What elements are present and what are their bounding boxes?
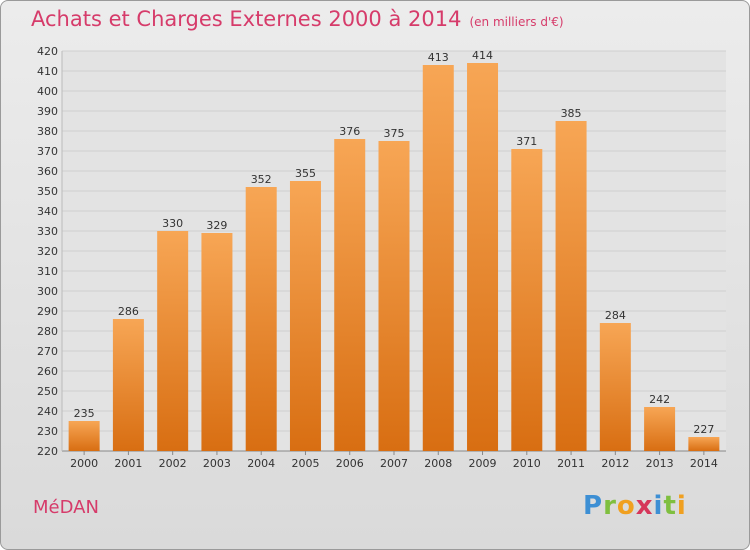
- x-tick-label: 2014: [690, 457, 718, 470]
- y-tick-label: 330: [37, 225, 58, 238]
- x-tick-label: 2002: [159, 457, 187, 470]
- x-tick-label: 2003: [203, 457, 231, 470]
- value-label: 235: [74, 407, 95, 420]
- x-tick-label: 2008: [424, 457, 452, 470]
- y-tick-label: 250: [37, 385, 58, 398]
- bar-2009: [467, 63, 499, 451]
- value-label: 385: [561, 107, 582, 120]
- y-tick-label: 320: [37, 245, 58, 258]
- value-labels: 235 286 330 329 352 355 376 375 413 414 371 385 284 2…: [74, 49, 715, 436]
- bar-2007: [378, 141, 410, 451]
- y-tick-label: 220: [37, 445, 58, 458]
- y-tick-label: 280: [37, 325, 58, 338]
- bar-2004: [245, 187, 277, 451]
- y-tick-label: 290: [37, 305, 58, 318]
- x-tick-label: 2005: [291, 457, 319, 470]
- x-tick-label: 2011: [557, 457, 585, 470]
- bar-2002: [157, 231, 189, 451]
- logo-letter: i: [653, 491, 664, 521]
- bar-2008: [422, 65, 454, 451]
- proxiti-logo[interactable]: Proxiti: [583, 491, 687, 521]
- bar-2000: [68, 421, 100, 451]
- x-axis-labels: 2000 2001 2002 2003 2004 2005 2006 2007 2008 2009…: [70, 457, 718, 470]
- logo-letter: o: [616, 491, 636, 521]
- x-tick-label: 2012: [601, 457, 629, 470]
- bar-2014: [688, 437, 720, 451]
- title-area: Achats et Charges Externes 2000 à 2014 (e…: [31, 7, 564, 31]
- bar-2013: [644, 407, 676, 451]
- unit-note: (en milliers d'€): [469, 15, 564, 29]
- value-label: 284: [605, 309, 626, 322]
- value-label: 286: [118, 305, 139, 318]
- x-tick-label: 2006: [336, 457, 364, 470]
- bar-2006: [334, 139, 366, 451]
- bars: [68, 63, 720, 451]
- value-label: 375: [384, 127, 405, 140]
- value-label: 414: [472, 49, 493, 62]
- y-tick-label: 310: [37, 265, 58, 278]
- x-tick-label: 2009: [469, 457, 497, 470]
- y-tick-label: 410: [37, 65, 58, 78]
- bar-2001: [112, 319, 144, 451]
- y-tick-label: 230: [37, 425, 58, 438]
- logo-letter: i: [676, 491, 687, 521]
- value-label: 227: [693, 423, 714, 436]
- y-tick-label: 420: [37, 45, 58, 58]
- x-tick-label: 2004: [247, 457, 275, 470]
- bar-2003: [201, 233, 233, 451]
- y-tick-label: 370: [37, 145, 58, 158]
- bar-2011: [555, 121, 587, 451]
- value-label: 355: [295, 167, 316, 180]
- y-tick-label: 400: [37, 85, 58, 98]
- y-tick-label: 340: [37, 205, 58, 218]
- value-label: 371: [516, 135, 537, 148]
- y-tick-label: 300: [37, 285, 58, 298]
- y-tick-label: 360: [37, 165, 58, 178]
- value-label: 330: [162, 217, 183, 230]
- y-tick-label: 380: [37, 125, 58, 138]
- logo-letter: t: [663, 491, 677, 521]
- bar-2012: [599, 323, 631, 451]
- x-tick-label: 2007: [380, 457, 408, 470]
- value-label: 329: [206, 219, 227, 232]
- value-label: 352: [251, 173, 272, 186]
- y-tick-label: 260: [37, 365, 58, 378]
- logo-letter: P: [583, 491, 604, 521]
- y-axis-labels: 220 230 240 250 260 270 280 290 300 310 320 330 340 3…: [37, 45, 58, 458]
- y-tick-label: 240: [37, 405, 58, 418]
- place-name: MéDAN: [33, 497, 99, 518]
- x-tick-label: 2013: [646, 457, 674, 470]
- value-label: 376: [339, 125, 360, 138]
- x-tick-label: 2001: [114, 457, 142, 470]
- value-label: 242: [649, 393, 670, 406]
- y-tick-label: 390: [37, 105, 58, 118]
- bar-2010: [511, 149, 543, 451]
- x-tick-label: 2000: [70, 457, 98, 470]
- logo-letter: x: [635, 491, 654, 521]
- bar-2005: [289, 181, 321, 451]
- x-tick-label: 2010: [513, 457, 541, 470]
- chart-title: Achats et Charges Externes 2000 à 2014: [31, 7, 462, 31]
- value-label: 413: [428, 51, 449, 64]
- y-tick-label: 350: [37, 185, 58, 198]
- y-tick-label: 270: [37, 345, 58, 358]
- logo-letter: r: [603, 491, 617, 521]
